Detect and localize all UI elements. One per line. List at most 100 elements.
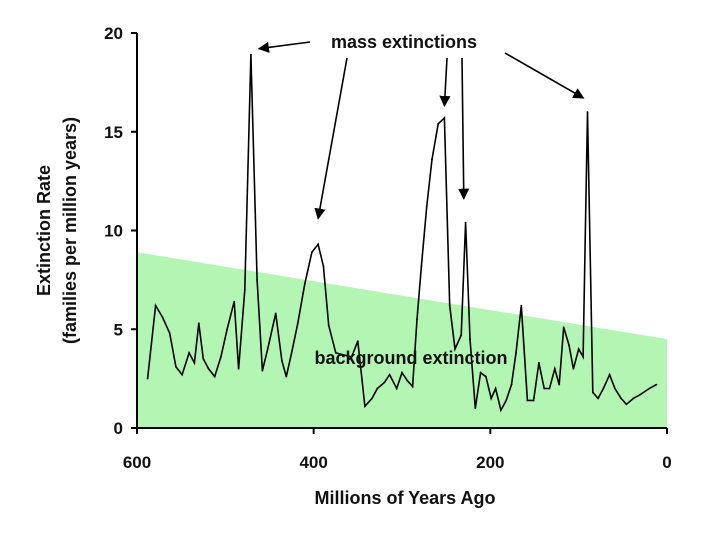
- data-point: [510, 383, 513, 386]
- data-point: [602, 387, 605, 390]
- y-tick-label: 10: [104, 222, 123, 241]
- data-point: [572, 367, 575, 370]
- data-point: [250, 53, 252, 56]
- background-extinction-band: [137, 252, 667, 428]
- data-point: [582, 356, 584, 358]
- data-point: [505, 399, 508, 402]
- data-point: [371, 397, 373, 400]
- extinction-rate-line: [146, 54, 657, 413]
- data-point: [274, 312, 277, 315]
- data-point: [226, 328, 229, 331]
- data-point: [364, 405, 366, 408]
- data-point: [460, 334, 463, 337]
- data-point: [388, 373, 391, 376]
- data-point: [154, 304, 157, 307]
- x-axis-title: Millions of Years Ago: [314, 488, 495, 508]
- data-point: [207, 367, 210, 370]
- data-point: [202, 358, 205, 360]
- data-point: [311, 251, 313, 254]
- data-point: [296, 322, 299, 325]
- data-point: [632, 397, 635, 400]
- data-point: [266, 348, 269, 350]
- data-point: [620, 397, 622, 400]
- data-point: [639, 393, 642, 396]
- x-tick-label: 600: [123, 453, 151, 472]
- data-point: [334, 352, 337, 354]
- data-point: [464, 221, 467, 224]
- data-point: [233, 300, 236, 303]
- data-point: [193, 361, 196, 364]
- mass-extinctions-label: mass extinctions: [331, 32, 477, 52]
- mass-extinction-arrow: [439, 57, 451, 108]
- data-point: [591, 391, 594, 394]
- data-point: [614, 387, 616, 390]
- data-point: [146, 377, 149, 380]
- data-point: [538, 361, 540, 364]
- data-point: [281, 360, 283, 362]
- data-point: [383, 381, 386, 384]
- data-point: [532, 399, 535, 402]
- mass-extinction-arrow: [257, 41, 311, 53]
- data-point: [597, 397, 599, 400]
- data-point: [168, 332, 171, 335]
- data-point: [425, 205, 428, 208]
- data-point: [568, 344, 570, 346]
- data-point: [256, 279, 258, 281]
- data-point: [406, 379, 409, 382]
- data-point: [213, 375, 216, 378]
- data-point: [655, 383, 658, 386]
- data-point: [290, 352, 293, 354]
- data-point: [411, 385, 414, 388]
- data-point: [625, 403, 628, 406]
- data-point: [586, 111, 589, 113]
- y-tick-label: 15: [104, 123, 123, 142]
- data-point: [161, 316, 164, 319]
- data-point: [356, 340, 359, 342]
- data-point: [237, 367, 240, 370]
- data-point: [285, 375, 288, 378]
- x-tick-label: 400: [299, 453, 327, 472]
- mass-extinction-arrow: [458, 57, 470, 200]
- data-point: [181, 373, 184, 376]
- data-point: [520, 304, 523, 307]
- data-point: [431, 158, 433, 161]
- data-point: [401, 371, 403, 374]
- data-point: [448, 304, 451, 307]
- y-tick-label: 20: [104, 24, 123, 43]
- data-point: [562, 326, 565, 329]
- data-point: [490, 397, 493, 400]
- data-point: [303, 282, 306, 285]
- data-point: [261, 369, 264, 372]
- background-extinction-label: background extinction: [314, 348, 507, 368]
- data-point: [479, 371, 482, 374]
- data-point: [350, 356, 353, 358]
- data-point: [500, 409, 502, 412]
- data-point: [327, 324, 330, 327]
- data-point: [526, 399, 529, 402]
- data-point: [220, 356, 222, 358]
- data-point: [416, 318, 418, 321]
- data-point: [376, 387, 379, 390]
- data-point: [485, 375, 487, 378]
- data-point: [197, 322, 200, 325]
- data-point: [322, 265, 325, 267]
- y-tick-label: 0: [114, 419, 123, 438]
- data-point: [188, 352, 191, 354]
- data-point: [243, 288, 246, 291]
- data-point: [317, 243, 319, 246]
- data-point: [469, 338, 471, 340]
- data-point: [494, 387, 497, 390]
- x-tick-label: 0: [662, 453, 671, 472]
- data-point: [443, 117, 446, 119]
- data-point: [543, 387, 546, 390]
- data-point: [608, 373, 611, 376]
- y-tick-label: 5: [114, 320, 123, 339]
- data-point: [558, 383, 561, 386]
- data-point: [395, 387, 398, 390]
- data-point: [437, 122, 440, 125]
- y-axis-subtitle: (families per million years): [60, 117, 80, 344]
- x-tick-label: 200: [476, 453, 504, 472]
- data-point: [515, 352, 517, 354]
- mass-extinction-arrow: [314, 57, 348, 220]
